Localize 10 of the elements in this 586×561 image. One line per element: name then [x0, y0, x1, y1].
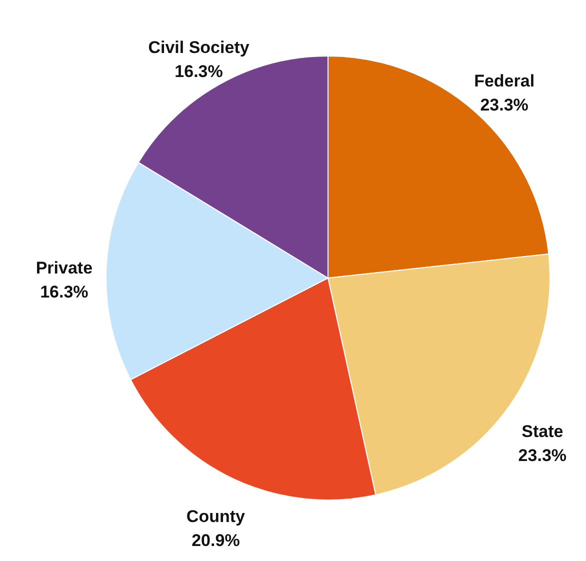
- data-label: 23.3%: [480, 95, 528, 114]
- slice-label: State: [522, 422, 564, 442]
- data-label: 16.3%: [174, 62, 223, 81]
- data-label: 23.3%: [518, 446, 567, 466]
- slice-label: County: [186, 506, 246, 526]
- data-label: 20.9%: [192, 530, 240, 550]
- slice-label: Private: [36, 258, 93, 278]
- slice-label: Federal: [474, 71, 535, 90]
- data-label: 16.3%: [40, 282, 88, 302]
- slice-label: Civil Society: [148, 38, 250, 57]
